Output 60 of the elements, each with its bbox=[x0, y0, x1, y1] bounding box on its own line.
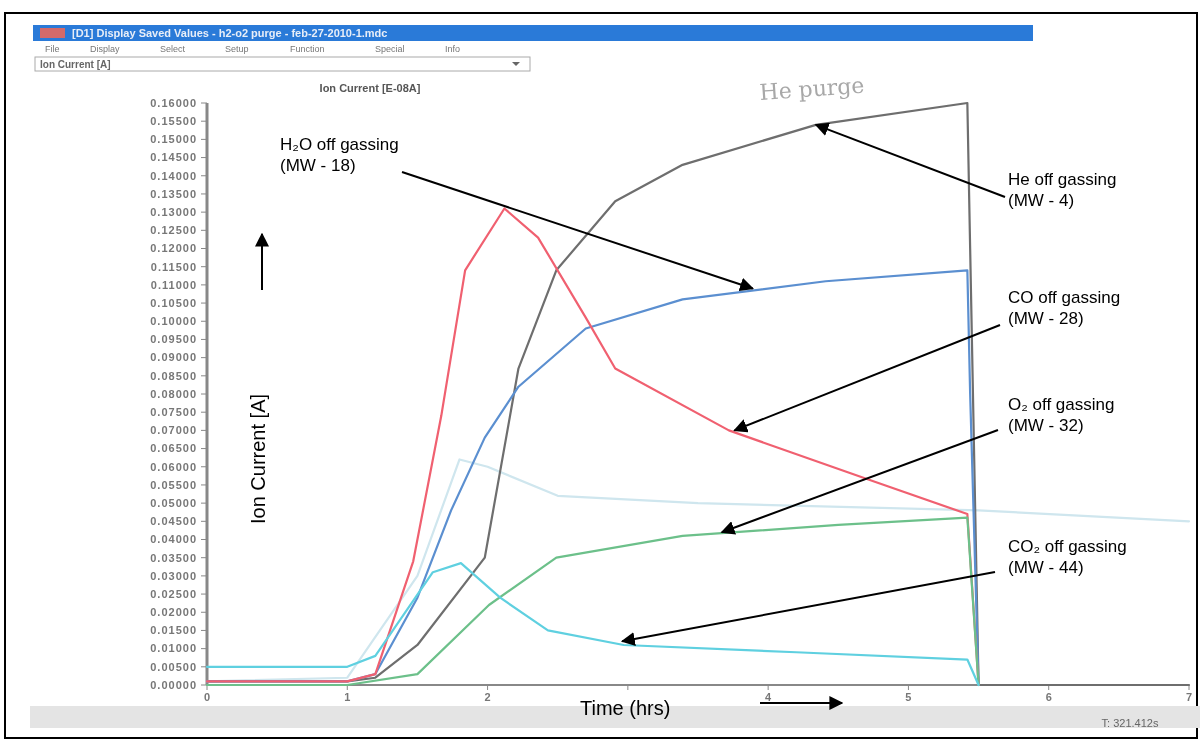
y-tick-label: 0.14000 bbox=[150, 169, 197, 182]
x-tick-label: 2 bbox=[484, 691, 491, 703]
y-tick-label: 0.12000 bbox=[150, 242, 197, 255]
x-tick-label: 5 bbox=[905, 691, 912, 703]
y-tick-label: 0.01000 bbox=[150, 642, 197, 655]
y-tick-label: 0.07000 bbox=[150, 424, 197, 437]
x-tick-label: 6 bbox=[1045, 691, 1052, 703]
text: Function bbox=[290, 44, 325, 54]
text: Info bbox=[445, 44, 461, 54]
y-axis-title: Ion Current [A] bbox=[247, 393, 269, 525]
y-tick-label: 0.08500 bbox=[150, 369, 197, 382]
x-axis-title: Time (hrs) bbox=[580, 697, 671, 719]
chart-title: [D1] Display Saved Values - h2-o2 purge - feb-27-2010-1.mdc bbox=[72, 27, 388, 39]
y-tick-label: 0.07500 bbox=[150, 406, 197, 419]
y-tick-label: 0.05000 bbox=[150, 496, 197, 509]
y-tick-label: 0.02500 bbox=[150, 587, 197, 600]
y-tick-label: 0.05500 bbox=[150, 478, 197, 491]
annotation: CO off gassing (MW - 28) bbox=[1008, 288, 1121, 328]
text: Select bbox=[160, 44, 186, 54]
x-tick-label: 4 bbox=[765, 691, 773, 703]
text: Special bbox=[375, 44, 405, 54]
y-tick-label: 0.15000 bbox=[150, 133, 197, 146]
y-tick-label: 0.00000 bbox=[150, 678, 197, 691]
y-tick-label: 0.15500 bbox=[150, 115, 197, 128]
x-tick-label: 1 bbox=[344, 691, 351, 703]
y-tick-label: 0.16000 bbox=[150, 96, 197, 109]
y-tick-label: 0.04500 bbox=[150, 515, 197, 528]
y-tick-label: 0.12500 bbox=[150, 224, 197, 237]
y-tick-label: 0.11000 bbox=[150, 278, 197, 291]
y-tick-label: 0.01500 bbox=[150, 624, 197, 637]
y-tick-label: 0.10000 bbox=[150, 315, 197, 328]
text: Display bbox=[90, 44, 121, 54]
y-tick-label: 0.06000 bbox=[150, 460, 197, 473]
x-tick-label: 0 bbox=[203, 691, 211, 703]
y-tick-label: 0.09000 bbox=[150, 351, 197, 364]
line-series bbox=[205, 562, 980, 687]
annotation: H₂O off gassing (MW - 18) bbox=[280, 135, 399, 175]
y-tick-label: 0.09500 bbox=[150, 333, 197, 346]
annotation: He off gassing (MW - 4) bbox=[1008, 170, 1117, 210]
text: Setup bbox=[225, 44, 249, 54]
annotation: O₂ off gassing (MW - 32) bbox=[1008, 395, 1115, 435]
y-tick-label: 0.13000 bbox=[150, 205, 197, 218]
text: File bbox=[45, 44, 60, 54]
annotation: He purge bbox=[758, 72, 866, 105]
y-tick-label: 0.03500 bbox=[150, 551, 197, 564]
y-tick-label: 0.10500 bbox=[150, 296, 197, 309]
text: T: 321.412s bbox=[1101, 717, 1159, 729]
annotation: CO₂ off gassing (MW - 44) bbox=[1008, 537, 1127, 577]
y-tick-label: 0.14500 bbox=[150, 151, 197, 164]
y-tick-label: 0.04000 bbox=[150, 533, 197, 546]
y-tick-label: 0.00500 bbox=[150, 660, 197, 673]
y-tick-label: 0.06500 bbox=[150, 442, 197, 455]
y-tick-label: 0.02000 bbox=[150, 606, 197, 619]
y-tick-label: 0.11500 bbox=[150, 260, 197, 273]
text: Ion Current [E-08A] bbox=[319, 82, 421, 94]
y-tick-label: 0.08000 bbox=[150, 387, 197, 400]
text: Ion Current [A] bbox=[40, 59, 111, 70]
y-tick-label: 0.13500 bbox=[150, 187, 197, 200]
x-tick-label: 7 bbox=[1185, 691, 1193, 703]
y-tick-label: 0.03000 bbox=[150, 569, 197, 582]
